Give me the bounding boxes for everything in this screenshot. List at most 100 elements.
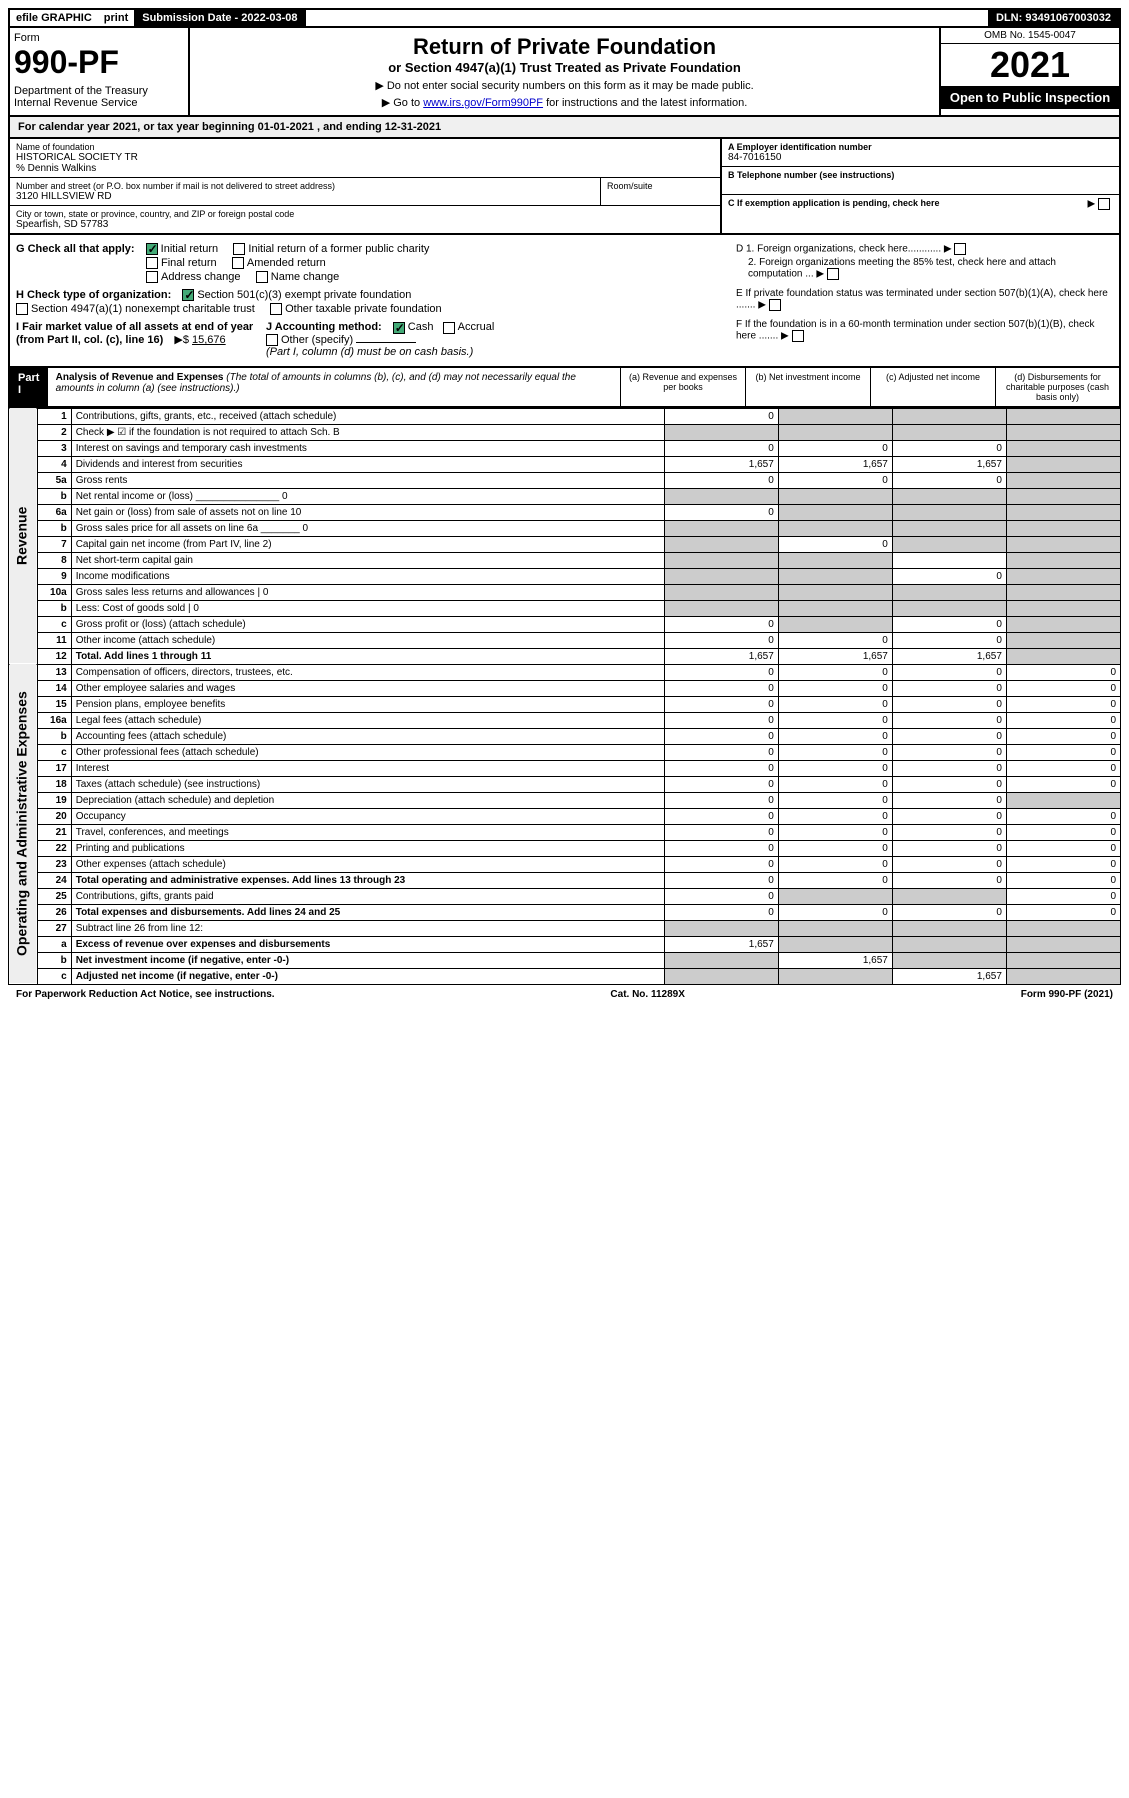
value-cell: 0 (892, 824, 1006, 840)
value-cell: 0 (892, 616, 1006, 632)
c-label: C If exemption application is pending, c… (728, 198, 940, 208)
value-cell: 0 (778, 664, 892, 680)
name-change-checkbox[interactable] (256, 271, 268, 283)
table-row: 5aGross rents000 (9, 472, 1121, 488)
value-cell: 0 (892, 792, 1006, 808)
d2-checkbox[interactable] (827, 268, 839, 280)
value-cell: 0 (664, 872, 778, 888)
line-description: Net short-term capital gain (71, 552, 664, 568)
value-cell: 0 (664, 504, 778, 520)
value-cell (778, 520, 892, 536)
value-cell: 0 (664, 856, 778, 872)
value-cell: 0 (1006, 728, 1120, 744)
501c3-checkbox[interactable] (182, 289, 194, 301)
value-cell: 0 (664, 680, 778, 696)
footer-mid: Cat. No. 11289X (610, 989, 684, 1000)
4947-checkbox[interactable] (16, 303, 28, 315)
value-cell: 0 (892, 808, 1006, 824)
foundation-name-label: Name of foundation (16, 142, 714, 152)
e-checkbox[interactable] (769, 299, 781, 311)
value-cell: 0 (778, 632, 892, 648)
value-cell: 0 (664, 808, 778, 824)
value-cell (1006, 600, 1120, 616)
line-description: Net gain or (loss) from sale of assets n… (71, 504, 664, 520)
submission-date: Submission Date - 2022-03-08 (134, 10, 305, 26)
value-cell: 0 (1006, 840, 1120, 856)
part1-header-row: Part I Analysis of Revenue and Expenses … (8, 368, 1121, 408)
value-cell (778, 600, 892, 616)
value-cell: 0 (892, 440, 1006, 456)
form990pf-link[interactable]: www.irs.gov/Form990PF (423, 97, 543, 109)
value-cell (778, 552, 892, 568)
line-description: Income modifications (71, 568, 664, 584)
e-label: E If private foundation status was termi… (736, 288, 1108, 311)
line-description: Total expenses and disbursements. Add li… (71, 904, 664, 920)
initial-former-checkbox[interactable] (233, 243, 245, 255)
value-cell: 0 (664, 728, 778, 744)
dept-label: Department of the Treasury Internal Reve… (14, 85, 184, 109)
value-cell: 0 (778, 824, 892, 840)
table-row: bLess: Cost of goods sold | 0 (9, 600, 1121, 616)
value-cell: 0 (892, 856, 1006, 872)
page-footer: For Paperwork Reduction Act Notice, see … (8, 985, 1121, 1004)
value-cell: 0 (778, 440, 892, 456)
value-cell (1006, 536, 1120, 552)
table-row: Operating and Administrative Expenses13C… (9, 664, 1121, 680)
value-cell: 0 (1006, 712, 1120, 728)
line-description: Gross profit or (loss) (attach schedule) (71, 616, 664, 632)
line-number: c (37, 744, 71, 760)
accrual-checkbox[interactable] (443, 322, 455, 334)
value-cell: 0 (892, 728, 1006, 744)
revenue-side-label: Revenue (9, 408, 38, 664)
value-cell: 0 (892, 712, 1006, 728)
d1-checkbox[interactable] (954, 243, 966, 255)
line-number: 27 (37, 920, 71, 936)
print-link[interactable]: print (98, 10, 134, 26)
line-description: Compensation of officers, directors, tru… (71, 664, 664, 680)
line-number: b (37, 728, 71, 744)
value-cell: 0 (892, 760, 1006, 776)
table-row: bNet rental income or (loss) ___________… (9, 488, 1121, 504)
other-taxable-checkbox[interactable] (270, 303, 282, 315)
value-cell (892, 600, 1006, 616)
value-cell (1006, 952, 1120, 968)
table-row: 12Total. Add lines 1 through 111,6571,65… (9, 648, 1121, 664)
f-label: F If the foundation is in a 60-month ter… (736, 319, 1095, 342)
value-cell: 0 (664, 744, 778, 760)
value-cell: 0 (892, 776, 1006, 792)
expenses-side-label: Operating and Administrative Expenses (9, 664, 38, 984)
footer-right: Form 990-PF (2021) (1021, 989, 1113, 1000)
value-cell: 1,657 (664, 456, 778, 472)
value-cell: 0 (892, 696, 1006, 712)
initial-return-checkbox[interactable] (146, 243, 158, 255)
value-cell: 0 (1006, 824, 1120, 840)
final-return-checkbox[interactable] (146, 257, 158, 269)
amended-return-checkbox[interactable] (232, 257, 244, 269)
line-number: b (37, 488, 71, 504)
table-row: 27Subtract line 26 from line 12: (9, 920, 1121, 936)
line-description: Pension plans, employee benefits (71, 696, 664, 712)
value-cell: 0 (778, 872, 892, 888)
ein-label: A Employer identification number (728, 142, 1113, 152)
line-number: 8 (37, 552, 71, 568)
line-description: Accounting fees (attach schedule) (71, 728, 664, 744)
value-cell: 0 (1006, 760, 1120, 776)
table-row: aExcess of revenue over expenses and dis… (9, 936, 1121, 952)
value-cell: 0 (664, 712, 778, 728)
value-cell (778, 936, 892, 952)
address-change-checkbox[interactable] (146, 271, 158, 283)
value-cell: 0 (1006, 696, 1120, 712)
efile-label: efile GRAPHIC (10, 10, 98, 26)
cash-checkbox[interactable] (393, 322, 405, 334)
line-description: Less: Cost of goods sold | 0 (71, 600, 664, 616)
j-note: (Part I, column (d) must be on cash basi… (266, 346, 473, 358)
c-checkbox[interactable] (1098, 198, 1110, 210)
value-cell (778, 568, 892, 584)
value-cell (892, 424, 1006, 440)
f-checkbox[interactable] (792, 330, 804, 342)
line-number: 2 (37, 424, 71, 440)
line-number: a (37, 936, 71, 952)
value-cell: 0 (664, 776, 778, 792)
other-method-checkbox[interactable] (266, 334, 278, 346)
line-number: 22 (37, 840, 71, 856)
